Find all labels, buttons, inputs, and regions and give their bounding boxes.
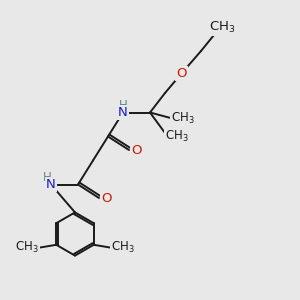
Text: CH$_3$: CH$_3$ (171, 111, 195, 126)
Text: H: H (118, 99, 127, 112)
Text: O: O (176, 67, 187, 80)
Text: CH$_3$: CH$_3$ (111, 240, 135, 255)
Text: CH$_3$: CH$_3$ (165, 129, 189, 144)
Text: O: O (131, 143, 142, 157)
Text: CH$_3$: CH$_3$ (209, 20, 235, 34)
Text: N: N (46, 178, 56, 191)
Text: O: O (101, 191, 112, 205)
Text: N: N (118, 106, 128, 119)
Text: CH$_3$: CH$_3$ (15, 240, 39, 255)
Text: H: H (43, 171, 52, 184)
